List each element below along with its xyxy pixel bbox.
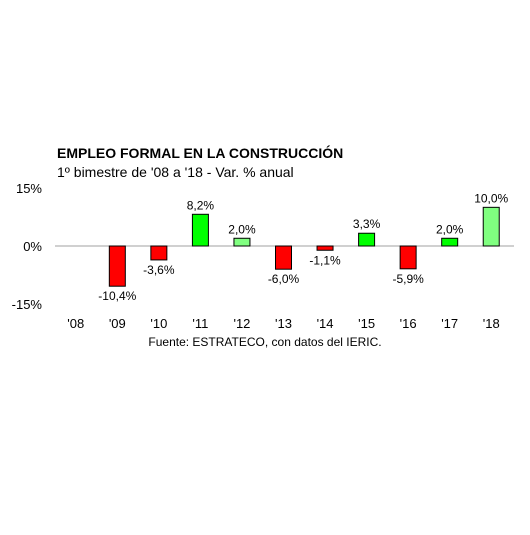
x-tick-label: '15 — [358, 316, 375, 331]
bar — [275, 245, 292, 270]
y-tick-label: 15% — [16, 181, 42, 196]
bar — [358, 232, 376, 247]
bar — [482, 206, 500, 247]
plot-area: 15% 0% -15% '08 -10,4% '09 -3,6% '10 8,2% '11 2,0%… — [12, 181, 514, 331]
chart-title: EMPLEO FORMAL EN LA CONSTRUCCIÓN — [57, 144, 343, 161]
x-tick-label: '17 — [441, 316, 458, 331]
x-tick-label: '08 — [67, 316, 84, 331]
bar — [150, 245, 168, 261]
x-tick-label: '11 — [192, 316, 208, 331]
data-label: -5,9% — [392, 272, 424, 286]
x-tick-label: '16 — [400, 316, 417, 331]
source-note: Fuente: ESTRATECO, con datos del IERIC. — [148, 335, 381, 349]
data-label: 3,3% — [353, 217, 381, 231]
data-label: -10,4% — [98, 289, 136, 303]
bar — [441, 237, 459, 247]
data-label: -3,6% — [143, 263, 175, 277]
bar — [108, 245, 126, 287]
data-label: -6,0% — [268, 272, 300, 286]
x-tick-label: '13 — [275, 316, 292, 331]
bar — [233, 237, 251, 247]
y-tick-label: -15% — [12, 297, 43, 312]
x-tick-label: '09 — [109, 316, 126, 331]
x-tick-label: '14 — [317, 316, 334, 331]
data-label: 2,0% — [436, 222, 464, 236]
data-label: 8,2% — [187, 198, 215, 212]
data-label: -1,1% — [309, 253, 341, 267]
x-tick-label: '12 — [233, 316, 250, 331]
x-tick-label: '18 — [483, 316, 500, 331]
bar — [316, 245, 334, 251]
y-tick-label: 0% — [23, 239, 42, 254]
data-label: 10,0% — [474, 191, 508, 205]
x-tick-label: '10 — [150, 316, 167, 331]
bar — [399, 245, 417, 270]
data-label: 2,0% — [228, 222, 256, 236]
chart-subtitle: 1º bimestre de '08 a '18 - Var. % anual — [57, 164, 294, 180]
bar — [191, 213, 209, 247]
